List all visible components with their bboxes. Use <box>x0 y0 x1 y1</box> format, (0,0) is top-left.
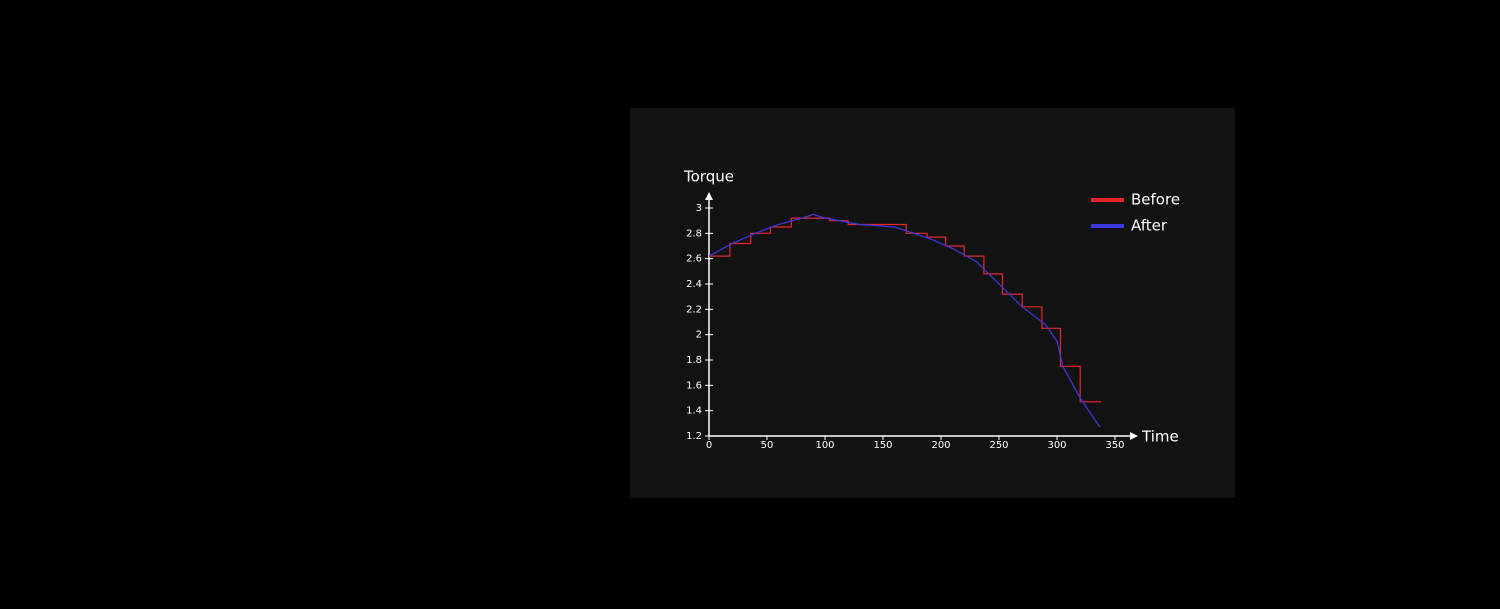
x-axis-label: Time <box>1141 428 1179 446</box>
x-tick-label: 350 <box>1105 440 1124 451</box>
x-tick-label: 150 <box>873 440 892 451</box>
y-axis-label: Torque <box>683 168 734 186</box>
y-tick-label: 2.8 <box>686 228 702 239</box>
x-tick-label: 200 <box>931 440 950 451</box>
y-arrow <box>705 192 713 200</box>
x-tick-label: 100 <box>815 440 834 451</box>
x-arrow <box>1130 432 1138 440</box>
y-tick-label: 1.2 <box>686 431 702 442</box>
chart-panel <box>630 108 1235 498</box>
y-tick-label: 2 <box>696 330 702 341</box>
y-tick-label: 2.2 <box>686 304 702 315</box>
x-tick-label: 0 <box>706 440 712 451</box>
x-tick-label: 250 <box>989 440 1008 451</box>
legend-label: After <box>1131 217 1168 235</box>
series-line <box>709 217 1102 403</box>
y-tick-label: 3 <box>696 203 702 214</box>
y-tick-label: 2.6 <box>686 254 702 265</box>
legend-label: Before <box>1131 191 1180 209</box>
y-tick-label: 2.4 <box>686 279 702 290</box>
y-tick-label: 1.6 <box>686 380 702 391</box>
x-tick-label: 50 <box>761 440 774 451</box>
y-tick-label: 1.4 <box>686 406 702 417</box>
y-tick-label: 1.8 <box>686 355 702 366</box>
series-line <box>708 213 1101 428</box>
x-tick-label: 300 <box>1047 440 1066 451</box>
